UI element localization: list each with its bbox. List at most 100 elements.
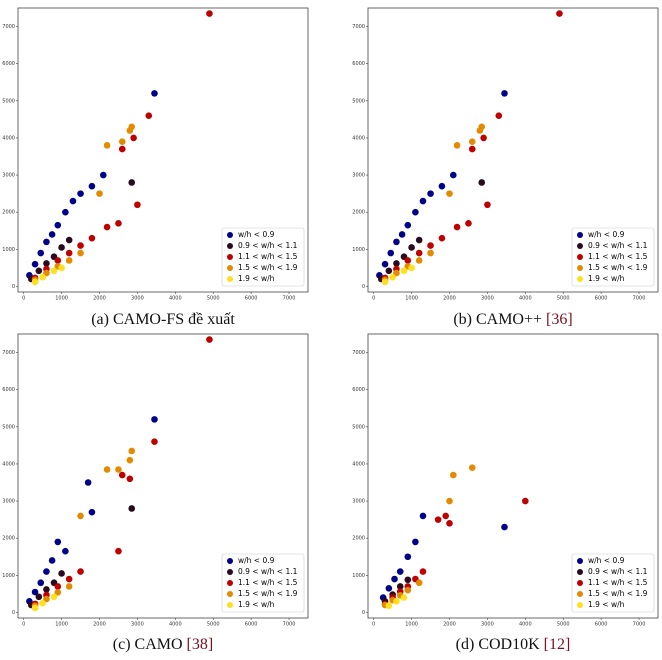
point xyxy=(39,599,46,607)
point xyxy=(501,523,508,531)
point xyxy=(404,576,412,584)
x-tick-label: 7000 xyxy=(633,622,646,628)
x-tick-label: 5000 xyxy=(557,622,570,628)
legend-box xyxy=(571,227,655,287)
point xyxy=(126,475,134,483)
legend-marker xyxy=(577,569,583,575)
point xyxy=(134,201,141,209)
point xyxy=(145,112,153,119)
point xyxy=(415,249,423,257)
point xyxy=(415,579,423,587)
legend-label: 0.9 < w/h < 1.1 xyxy=(238,567,298,576)
point xyxy=(43,260,50,267)
point xyxy=(400,594,408,601)
point xyxy=(501,90,508,97)
point xyxy=(43,586,50,593)
legend-label: w/h < 0.9 xyxy=(238,230,275,239)
legend-label: 1.5 < w/h < 1.9 xyxy=(238,263,298,272)
point xyxy=(115,220,122,227)
point xyxy=(58,264,65,272)
point xyxy=(415,257,423,264)
point xyxy=(419,568,427,575)
y-tick-label: 4000 xyxy=(2,461,15,467)
x-tick-label: 4000 xyxy=(169,622,182,628)
legend-label: 0.9 < w/h < 1.1 xyxy=(588,567,648,576)
point xyxy=(385,267,393,275)
x-tick-label: 1000 xyxy=(55,622,68,628)
legend-label: 1.1 < w/h < 1.5 xyxy=(238,252,298,261)
point xyxy=(130,134,137,142)
legend-marker xyxy=(227,232,233,238)
point xyxy=(478,123,486,131)
legend-label: 1.9 < w/h xyxy=(588,600,625,609)
x-tick-label: 6000 xyxy=(595,622,608,628)
point xyxy=(48,557,56,564)
x-tick-label: 5000 xyxy=(557,296,570,302)
point xyxy=(385,602,393,610)
point xyxy=(446,497,453,505)
legend-box xyxy=(571,553,655,613)
x-tick-label: 3000 xyxy=(481,622,494,628)
point xyxy=(128,123,136,131)
x-tick-label: 0 xyxy=(372,622,375,628)
legend-marker xyxy=(227,243,233,249)
x-tick-label: 5000 xyxy=(207,622,220,628)
point xyxy=(484,201,491,209)
legend-label: w/h < 0.9 xyxy=(588,230,625,239)
point xyxy=(478,179,486,186)
point xyxy=(151,438,158,445)
x-tick-label: 0 xyxy=(372,296,375,302)
legend-label: 1.9 < w/h xyxy=(238,274,275,283)
point xyxy=(465,220,472,227)
point xyxy=(387,249,395,257)
x-tick-label: 1000 xyxy=(405,622,418,628)
panel: 0 1000 2000 3000 4000 5000 6000 7000 0 1000 2000 30… xyxy=(352,333,659,628)
x-tick-label: 6000 xyxy=(595,296,608,302)
point xyxy=(128,447,136,455)
point xyxy=(128,179,136,186)
x-tick-label: 4000 xyxy=(519,296,532,302)
point xyxy=(396,568,404,575)
legend-marker xyxy=(227,580,233,586)
caption: (b) CAMO++ [36] xyxy=(453,311,572,328)
point xyxy=(427,249,434,257)
point xyxy=(37,579,45,587)
point xyxy=(468,145,476,153)
point xyxy=(438,182,446,190)
point xyxy=(400,267,408,275)
panel: 0 1000 2000 3000 4000 5000 6000 7000 0 1000 2000 30… xyxy=(2,7,309,302)
y-tick-label: 4000 xyxy=(352,135,365,141)
point xyxy=(419,197,427,205)
x-tick-label: 5000 xyxy=(207,296,220,302)
point xyxy=(43,568,50,575)
caption: (d) COD10K [12] xyxy=(456,636,571,653)
y-tick-label: 0 xyxy=(362,610,365,616)
legend-label: 1.5 < w/h < 1.9 xyxy=(588,263,648,272)
point xyxy=(393,260,400,267)
y-tick-label: 5000 xyxy=(352,98,365,104)
y-tick-label: 6000 xyxy=(352,61,365,67)
y-tick-label: 6000 xyxy=(2,387,15,393)
y-tick-label: 0 xyxy=(12,284,15,290)
point xyxy=(206,336,213,343)
x-tick-label: 4000 xyxy=(169,296,182,302)
point xyxy=(31,588,39,596)
legend-label: 0.9 < w/h < 1.1 xyxy=(588,241,648,250)
y-tick-label: 2000 xyxy=(2,536,15,542)
point xyxy=(54,583,62,590)
point xyxy=(396,583,404,590)
legend-box xyxy=(221,227,305,287)
legend-marker xyxy=(227,591,233,597)
point xyxy=(31,278,39,286)
point xyxy=(118,145,126,153)
point xyxy=(54,221,62,229)
point xyxy=(398,231,406,238)
y-tick-label: 3000 xyxy=(2,499,15,505)
point xyxy=(54,589,62,596)
y-tick-label: 5000 xyxy=(2,424,15,430)
y-tick-label: 2000 xyxy=(2,210,15,216)
legend-marker xyxy=(577,591,583,597)
caption-ref: [36] xyxy=(546,311,573,328)
x-tick-label: 1000 xyxy=(55,296,68,302)
legend-label: 1.1 < w/h < 1.5 xyxy=(588,578,648,587)
